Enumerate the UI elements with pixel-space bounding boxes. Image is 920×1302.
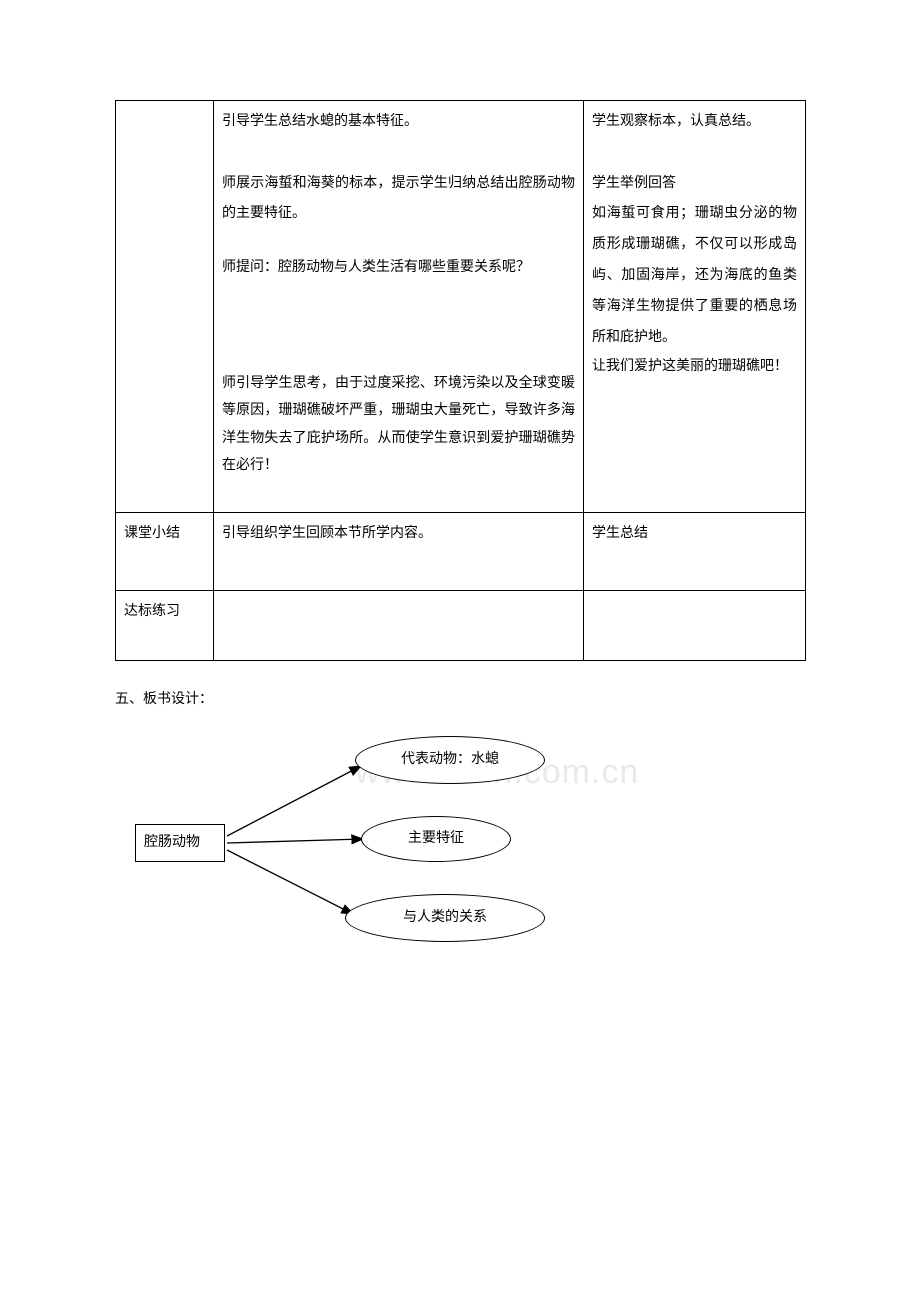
paragraph: 学生举例回答 [592, 169, 797, 200]
cell-r1c3: 学生观察标本，认真总结。 学生举例回答 如海蜇可食用；珊瑚虫分泌的物质形成珊瑚礁… [584, 101, 806, 513]
paragraph: 学生总结 [592, 519, 797, 550]
cell-r3c3 [584, 591, 806, 661]
table-row: 课堂小结 引导组织学生回顾本节所学内容。 学生总结 [116, 512, 806, 591]
paragraph: 师提问：腔肠动物与人类生活有哪些重要关系呢？ [222, 253, 575, 284]
section-title: 五、板书设计： [115, 685, 805, 716]
cell-r2c2: 引导组织学生回顾本节所学内容。 [214, 512, 584, 591]
cell-r2c1: 课堂小结 [116, 512, 214, 591]
arrow-line [227, 766, 361, 836]
cell-r3c2 [214, 591, 584, 661]
paragraph: 学生观察标本，认真总结。 [592, 107, 797, 138]
paragraph: 引导组织学生回顾本节所学内容。 [222, 519, 575, 550]
diagram-rect: 腔肠动物 [135, 824, 225, 862]
board-diagram: 腔肠动物 代表动物：水螅 主要特征 与人类的关系 [135, 736, 615, 956]
diagram-ellipse: 主要特征 [361, 816, 511, 862]
paragraph: 师展示海蜇和海葵的标本，提示学生归纳总结出腔肠动物的主要特征。 [222, 169, 575, 231]
arrow-line [227, 850, 353, 914]
paragraph: 让我们爱护这美丽的珊瑚礁吧！ [592, 353, 797, 380]
cell-r3c1: 达标练习 [116, 591, 214, 661]
cell-r2c3: 学生总结 [584, 512, 806, 591]
cell-r1c1 [116, 101, 214, 513]
paragraph: 如海蜇可食用；珊瑚虫分泌的物质形成珊瑚礁，不仅可以形成岛屿、加固海岸，还为海底的… [592, 199, 797, 353]
diagram-ellipse: 与人类的关系 [345, 894, 545, 942]
table-row: 引导学生总结水螅的基本特征。 师展示海蜇和海葵的标本，提示学生归纳总结出腔肠动物… [116, 101, 806, 513]
table-row: 达标练习 [116, 591, 806, 661]
arrow-line [227, 839, 363, 843]
paragraph: 引导学生总结水螅的基本特征。 [222, 107, 575, 138]
lesson-table: 引导学生总结水螅的基本特征。 师展示海蜇和海葵的标本，提示学生归纳总结出腔肠动物… [115, 100, 806, 661]
cell-r1c2: 引导学生总结水螅的基本特征。 师展示海蜇和海葵的标本，提示学生归纳总结出腔肠动物… [214, 101, 584, 513]
diagram-ellipse: 代表动物：水螅 [355, 736, 545, 784]
paragraph: 师引导学生思考，由于过度采挖、环境污染以及全球变暖等原因，珊瑚礁破坏严重，珊瑚虫… [222, 370, 575, 479]
